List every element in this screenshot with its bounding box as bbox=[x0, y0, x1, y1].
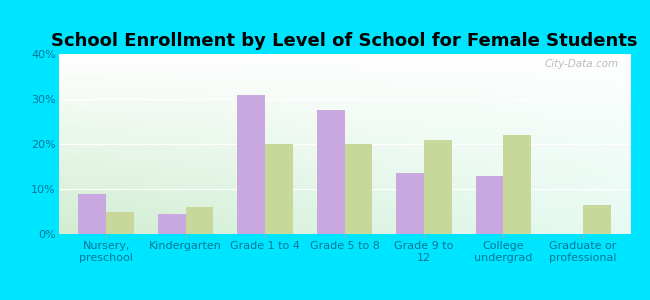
Bar bbox=[79, 194, 106, 234]
Bar bbox=[476, 176, 503, 234]
Bar bbox=[503, 135, 531, 234]
Bar bbox=[265, 144, 293, 234]
Bar bbox=[106, 212, 134, 234]
Bar bbox=[317, 110, 345, 234]
Bar bbox=[344, 144, 372, 234]
Bar bbox=[424, 140, 452, 234]
Bar bbox=[396, 173, 424, 234]
Title: School Enrollment by Level of School for Female Students: School Enrollment by Level of School for… bbox=[51, 32, 638, 50]
Bar bbox=[186, 207, 213, 234]
Bar bbox=[583, 205, 610, 234]
Bar bbox=[158, 214, 186, 234]
Bar bbox=[237, 94, 265, 234]
Text: City-Data.com: City-Data.com bbox=[545, 59, 619, 69]
